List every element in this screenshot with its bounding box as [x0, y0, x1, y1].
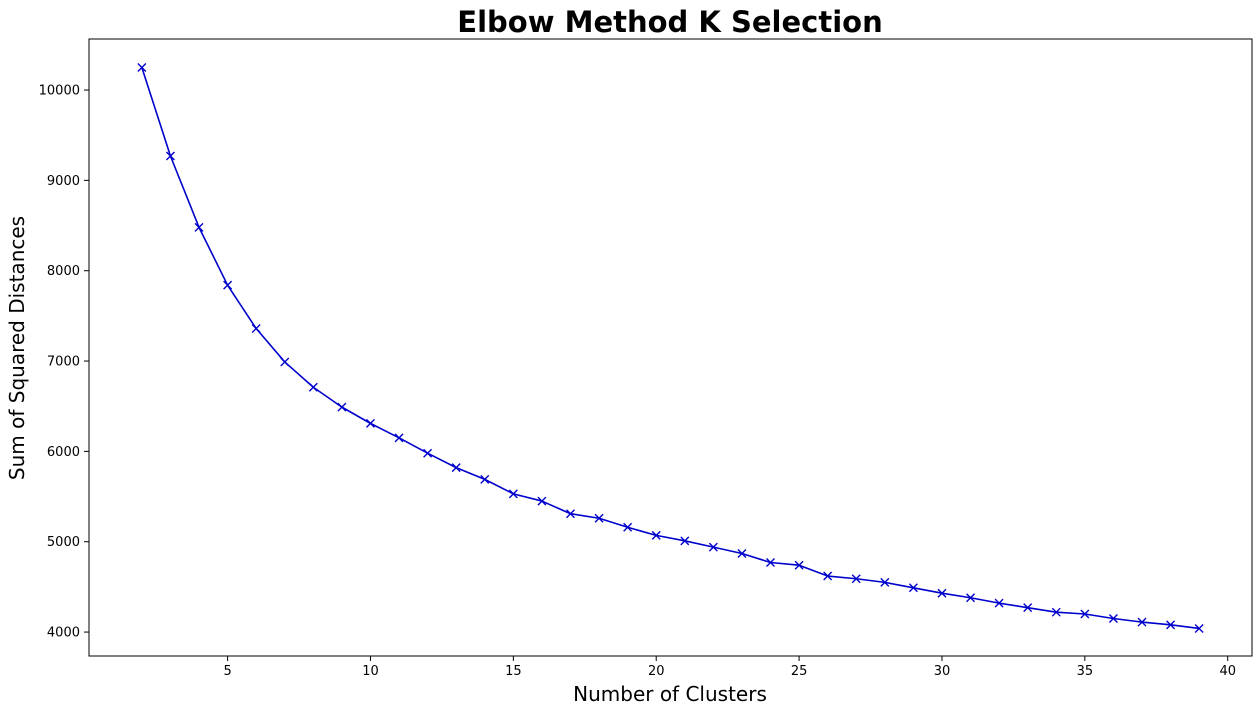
y-tick-label: 8000	[47, 264, 80, 279]
data-point-marker	[337, 402, 347, 412]
plot-frame	[88, 38, 1253, 657]
x-tick-label: 40	[1219, 664, 1236, 679]
data-point-marker	[365, 418, 375, 428]
data-point-marker	[1051, 607, 1061, 617]
x-tick-label: 10	[362, 664, 379, 679]
data-point-marker	[851, 574, 861, 584]
y-tick-label: 4000	[47, 626, 80, 641]
data-point-marker	[423, 448, 433, 458]
data-point-marker	[994, 598, 1004, 608]
data-point-marker	[308, 382, 318, 392]
y-tick-label: 6000	[47, 445, 80, 460]
data-point-marker	[766, 558, 776, 567]
data-point-marker	[223, 280, 233, 290]
data-point-marker	[880, 577, 890, 587]
x-tick-label: 20	[648, 664, 665, 679]
y-tick-label: 10000	[39, 84, 80, 99]
data-point-marker	[137, 62, 147, 72]
series-line	[141, 67, 1200, 630]
y-axis-label: Sum of Squared Distances	[5, 216, 29, 480]
x-tick-label: 35	[1077, 664, 1094, 679]
x-axis-label: Number of Clusters	[573, 682, 767, 706]
series-layer	[137, 62, 1204, 633]
data-point-marker	[394, 433, 404, 443]
data-point-marker	[794, 560, 804, 570]
data-point-marker	[1137, 617, 1147, 627]
plot-area	[88, 38, 1253, 657]
data-point-marker	[451, 463, 461, 473]
data-point-marker	[966, 593, 976, 603]
data-point-marker	[737, 548, 747, 558]
x-axis-ticks: 5 10 15 20 25 30 35 40	[223, 656, 1236, 679]
chart-title: Elbow Method K Selection	[457, 5, 882, 39]
data-point-marker	[623, 522, 633, 532]
data-point-marker	[508, 489, 518, 499]
data-point-marker	[251, 324, 261, 334]
data-point-marker	[937, 588, 947, 598]
data-point-marker	[823, 571, 833, 581]
data-point-marker	[194, 222, 204, 232]
x-tick-label: 5	[223, 664, 231, 679]
x-tick-label: 15	[505, 664, 522, 679]
data-point-marker	[680, 536, 690, 546]
data-point-marker	[1080, 609, 1090, 619]
data-point-marker	[594, 513, 604, 523]
data-point-marker	[537, 496, 547, 506]
data-point-marker	[165, 151, 175, 161]
data-point-marker	[565, 509, 575, 519]
data-point-marker	[1108, 614, 1118, 624]
data-point-marker	[651, 530, 661, 540]
y-tick-label: 5000	[47, 535, 80, 550]
data-point-marker	[280, 357, 290, 367]
data-point-marker	[1166, 620, 1176, 630]
data-point-marker	[1023, 603, 1033, 613]
data-point-marker	[908, 583, 918, 593]
x-tick-label: 25	[791, 664, 808, 679]
x-tick-label: 30	[934, 664, 951, 679]
y-tick-label: 9000	[47, 174, 80, 189]
y-axis-ticks: 4000 5000 6000 7000 8000 9000 10000	[39, 84, 89, 641]
data-point-marker	[1194, 623, 1204, 633]
data-point-marker	[480, 474, 490, 484]
data-point-marker	[708, 542, 718, 552]
y-tick-label: 7000	[47, 355, 80, 370]
